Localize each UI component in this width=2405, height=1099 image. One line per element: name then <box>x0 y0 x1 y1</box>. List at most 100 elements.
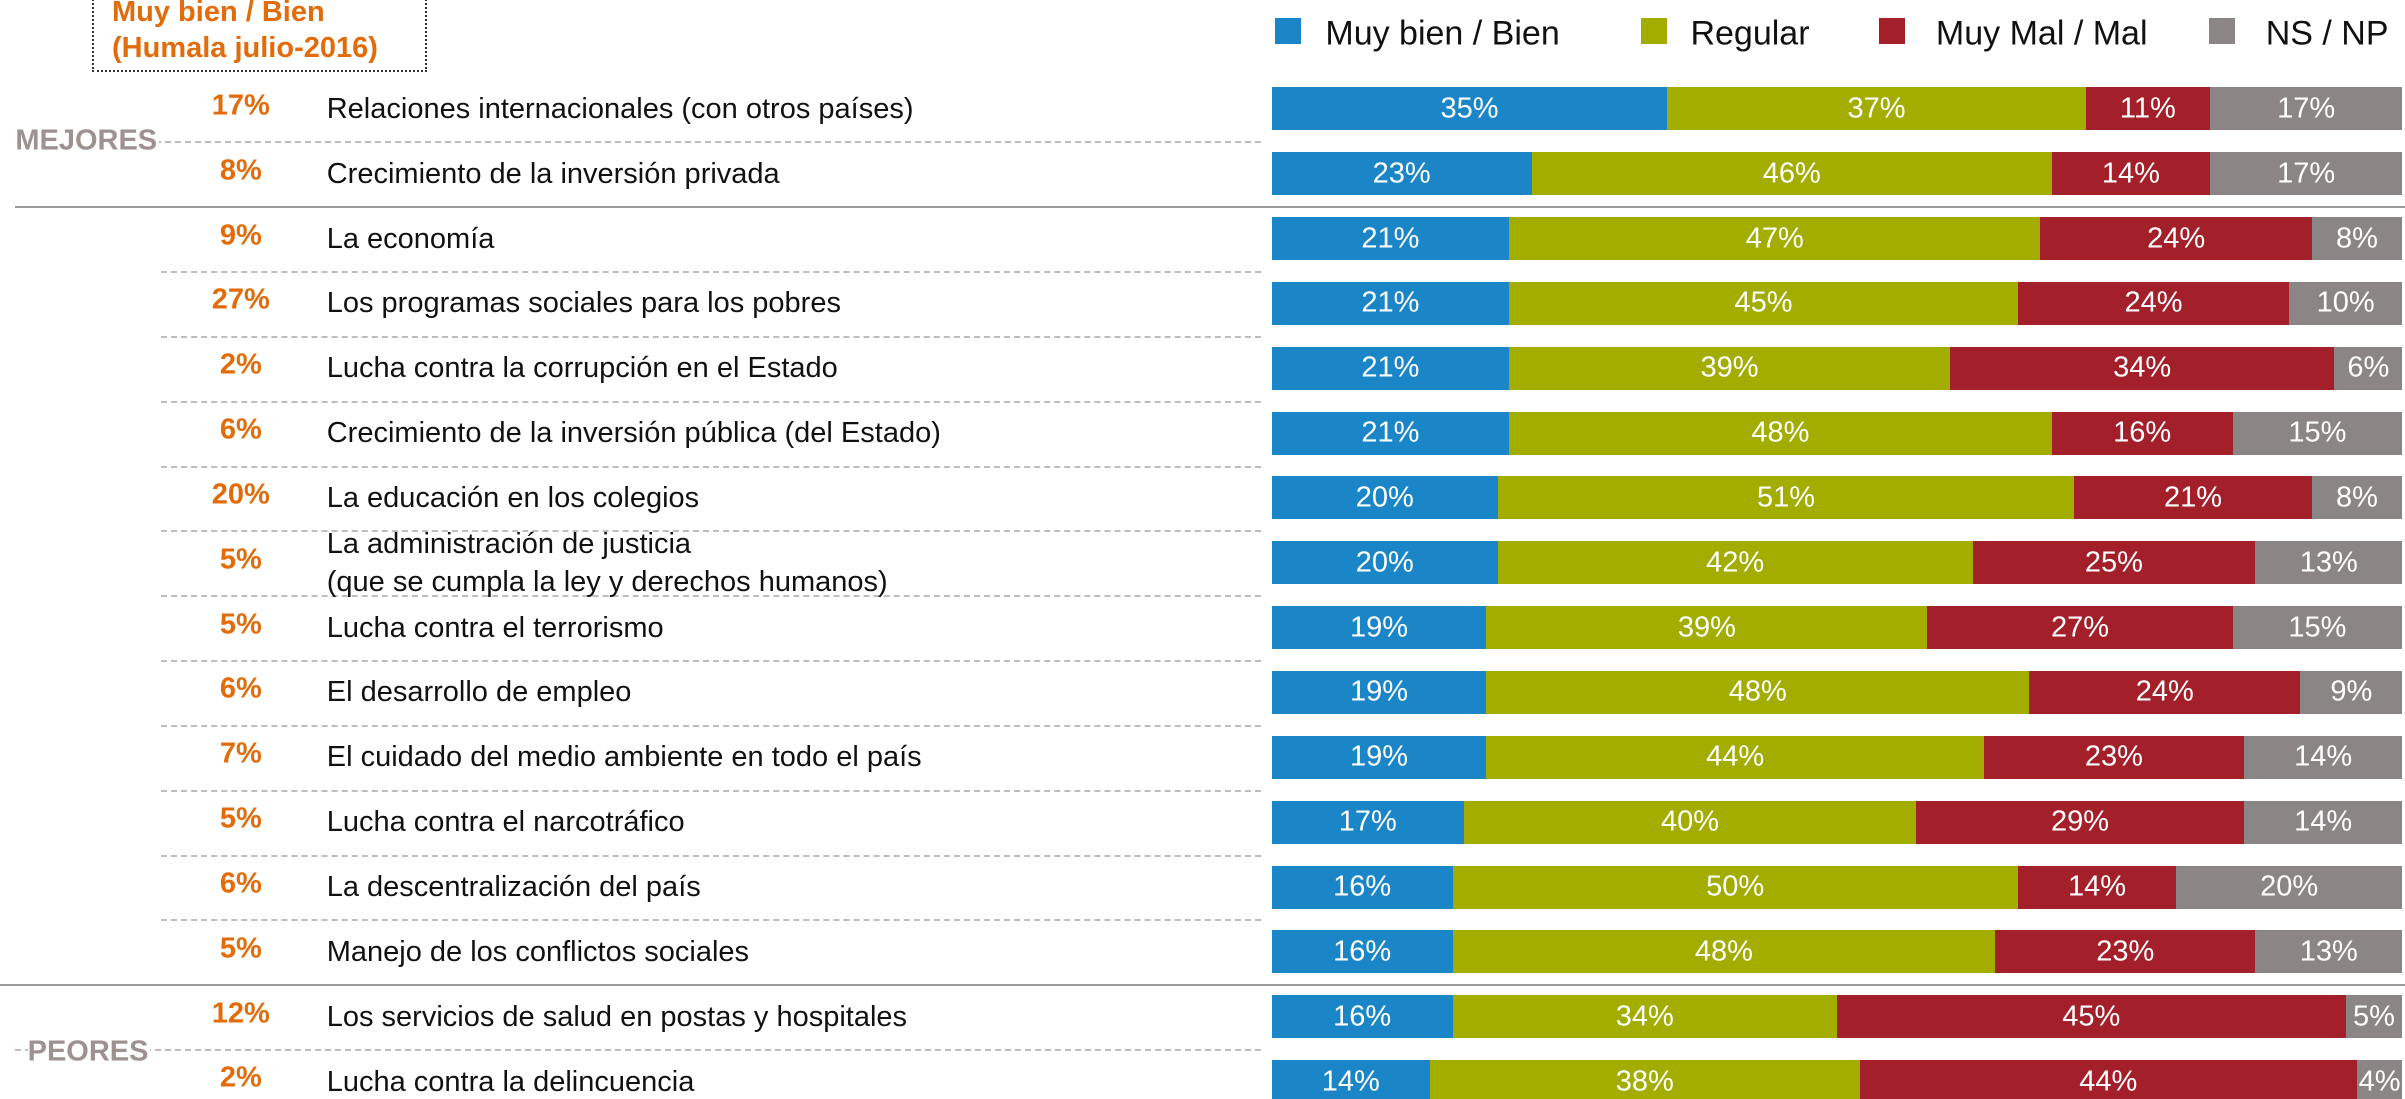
row-divider <box>161 335 1261 338</box>
reference-value: 2% <box>219 1061 262 1094</box>
category-label: Crecimiento de la inversión privada <box>326 157 780 190</box>
bar-segment <box>1486 606 1928 650</box>
category-label: Crecimiento de la inversión pública (del… <box>326 417 941 450</box>
row-divider <box>161 530 1261 533</box>
bar-segment <box>2210 87 2403 131</box>
bar-value-label: 25% <box>2084 546 2143 579</box>
bar-value-label: 14% <box>2294 740 2353 773</box>
reference-value: 5% <box>219 802 262 835</box>
bar-value-label: 4% <box>2358 1065 2401 1098</box>
bar-segment <box>1452 865 2018 909</box>
reference-value: 20% <box>211 478 270 511</box>
bar-segment <box>2300 671 2403 715</box>
reference-value: 2% <box>219 348 262 381</box>
category-label: La descentralización del país <box>326 871 701 904</box>
category-label: Los programas sociales para los pobres <box>326 287 841 320</box>
bar-segment <box>1531 152 2052 196</box>
bar-segment <box>1497 476 2075 520</box>
bar-segment <box>1927 606 2233 650</box>
bar-segment <box>2074 476 2312 520</box>
reference-value: 5% <box>219 608 262 641</box>
bar-value-label: 17% <box>2277 92 2336 125</box>
row-divider <box>161 724 1261 727</box>
reference-value: 5% <box>219 543 262 576</box>
bar-value-label: 14% <box>1321 1065 1380 1098</box>
legend-label: Regular <box>1690 14 1810 53</box>
bar-value-label: 44% <box>2079 1065 2138 1098</box>
bar-value-label: 38% <box>1615 1065 1674 1098</box>
bar-segment <box>1983 735 2244 779</box>
bar-segment <box>1271 346 1510 390</box>
bar-segment <box>2289 281 2403 325</box>
row-divider <box>161 400 1261 403</box>
bar-segment <box>2334 346 2403 390</box>
bar-segment <box>1509 281 2018 325</box>
bar-value-label: 23% <box>1372 157 1431 190</box>
bar-segment <box>1995 930 2256 974</box>
reference-value: 8% <box>219 154 262 187</box>
bar-segment <box>2243 735 2403 779</box>
bar-segment <box>2311 476 2403 520</box>
bar-segment <box>1486 735 1984 779</box>
bar-segment <box>1452 930 1996 974</box>
reference-value: 6% <box>219 672 262 705</box>
group-label: MEJORES <box>15 124 160 158</box>
category-label: Lucha contra la corrupción en el Estado <box>326 352 838 385</box>
legend-swatch <box>1879 18 1906 45</box>
reference-value: 17% <box>211 89 270 122</box>
bar-segment <box>2085 87 2211 131</box>
bar-segment <box>1271 411 1510 455</box>
bar-segment <box>2017 865 2177 909</box>
bar-segment <box>1486 671 2030 715</box>
bar-value-label: 8% <box>2336 481 2378 514</box>
bar-segment <box>1271 87 1668 131</box>
bar-value-label: 14% <box>2101 157 2160 190</box>
bar-value-label: 21% <box>1361 222 1420 255</box>
bar-segment <box>1463 800 1917 844</box>
bar-value-label: 19% <box>1350 611 1409 644</box>
bar-value-label: 19% <box>1350 740 1409 773</box>
bar-segment <box>2176 865 2403 909</box>
bar-value-label: 8% <box>2336 222 2378 255</box>
bar-segment <box>1859 1060 2357 1099</box>
bar-value-label: 20% <box>2260 870 2319 903</box>
bar-segment <box>1429 1060 1860 1099</box>
bar-value-label: 16% <box>2113 416 2172 449</box>
row-divider <box>161 854 1261 857</box>
bar-segment <box>2051 411 2233 455</box>
bar-value-label: 45% <box>2062 1000 2121 1033</box>
bar-value-label: 13% <box>2299 546 2358 579</box>
bar-value-label: 6% <box>2347 351 2390 384</box>
category-label: La administración de justicia (que se cu… <box>326 527 888 598</box>
bar-value-label: 11% <box>2119 92 2176 125</box>
bar-value-label: 19% <box>1350 675 1409 708</box>
bar-segment <box>2311 217 2403 261</box>
legend-label: NS / NP <box>2265 14 2389 53</box>
bar-segment <box>1667 87 2086 131</box>
bar-value-label: 23% <box>2096 935 2155 968</box>
bar-value-label: 21% <box>1361 416 1420 449</box>
bar-segment <box>1271 800 1464 844</box>
bar-value-label: 27% <box>2051 611 2110 644</box>
row-divider <box>161 595 1261 598</box>
category-label: El cuidado del medio ambiente en todo el… <box>326 741 922 774</box>
bar-segment <box>1271 217 1510 261</box>
category-label: La educación en los colegios <box>326 481 700 514</box>
bar-value-label: 51% <box>1757 481 1816 514</box>
bar-segment <box>1271 865 1453 909</box>
category-label: Lucha contra la delincuencia <box>326 1065 695 1098</box>
bar-segment <box>1271 541 1498 585</box>
legend-label: Muy bien / Bien <box>1325 14 1560 53</box>
bar-segment <box>1916 800 2244 844</box>
legend-swatch <box>2208 18 2236 45</box>
group-separator <box>0 984 2405 987</box>
category-label: La economía <box>326 222 495 255</box>
row-divider <box>15 1049 1261 1052</box>
row-divider <box>15 141 1261 144</box>
bar-segment <box>1836 995 2346 1039</box>
group-separator <box>15 206 2405 209</box>
bar-value-label: 20% <box>1355 481 1414 514</box>
group-label: PEORES <box>27 1035 151 1069</box>
bar-value-label: 5% <box>2353 1000 2395 1033</box>
bar-value-label: 29% <box>2051 805 2110 838</box>
